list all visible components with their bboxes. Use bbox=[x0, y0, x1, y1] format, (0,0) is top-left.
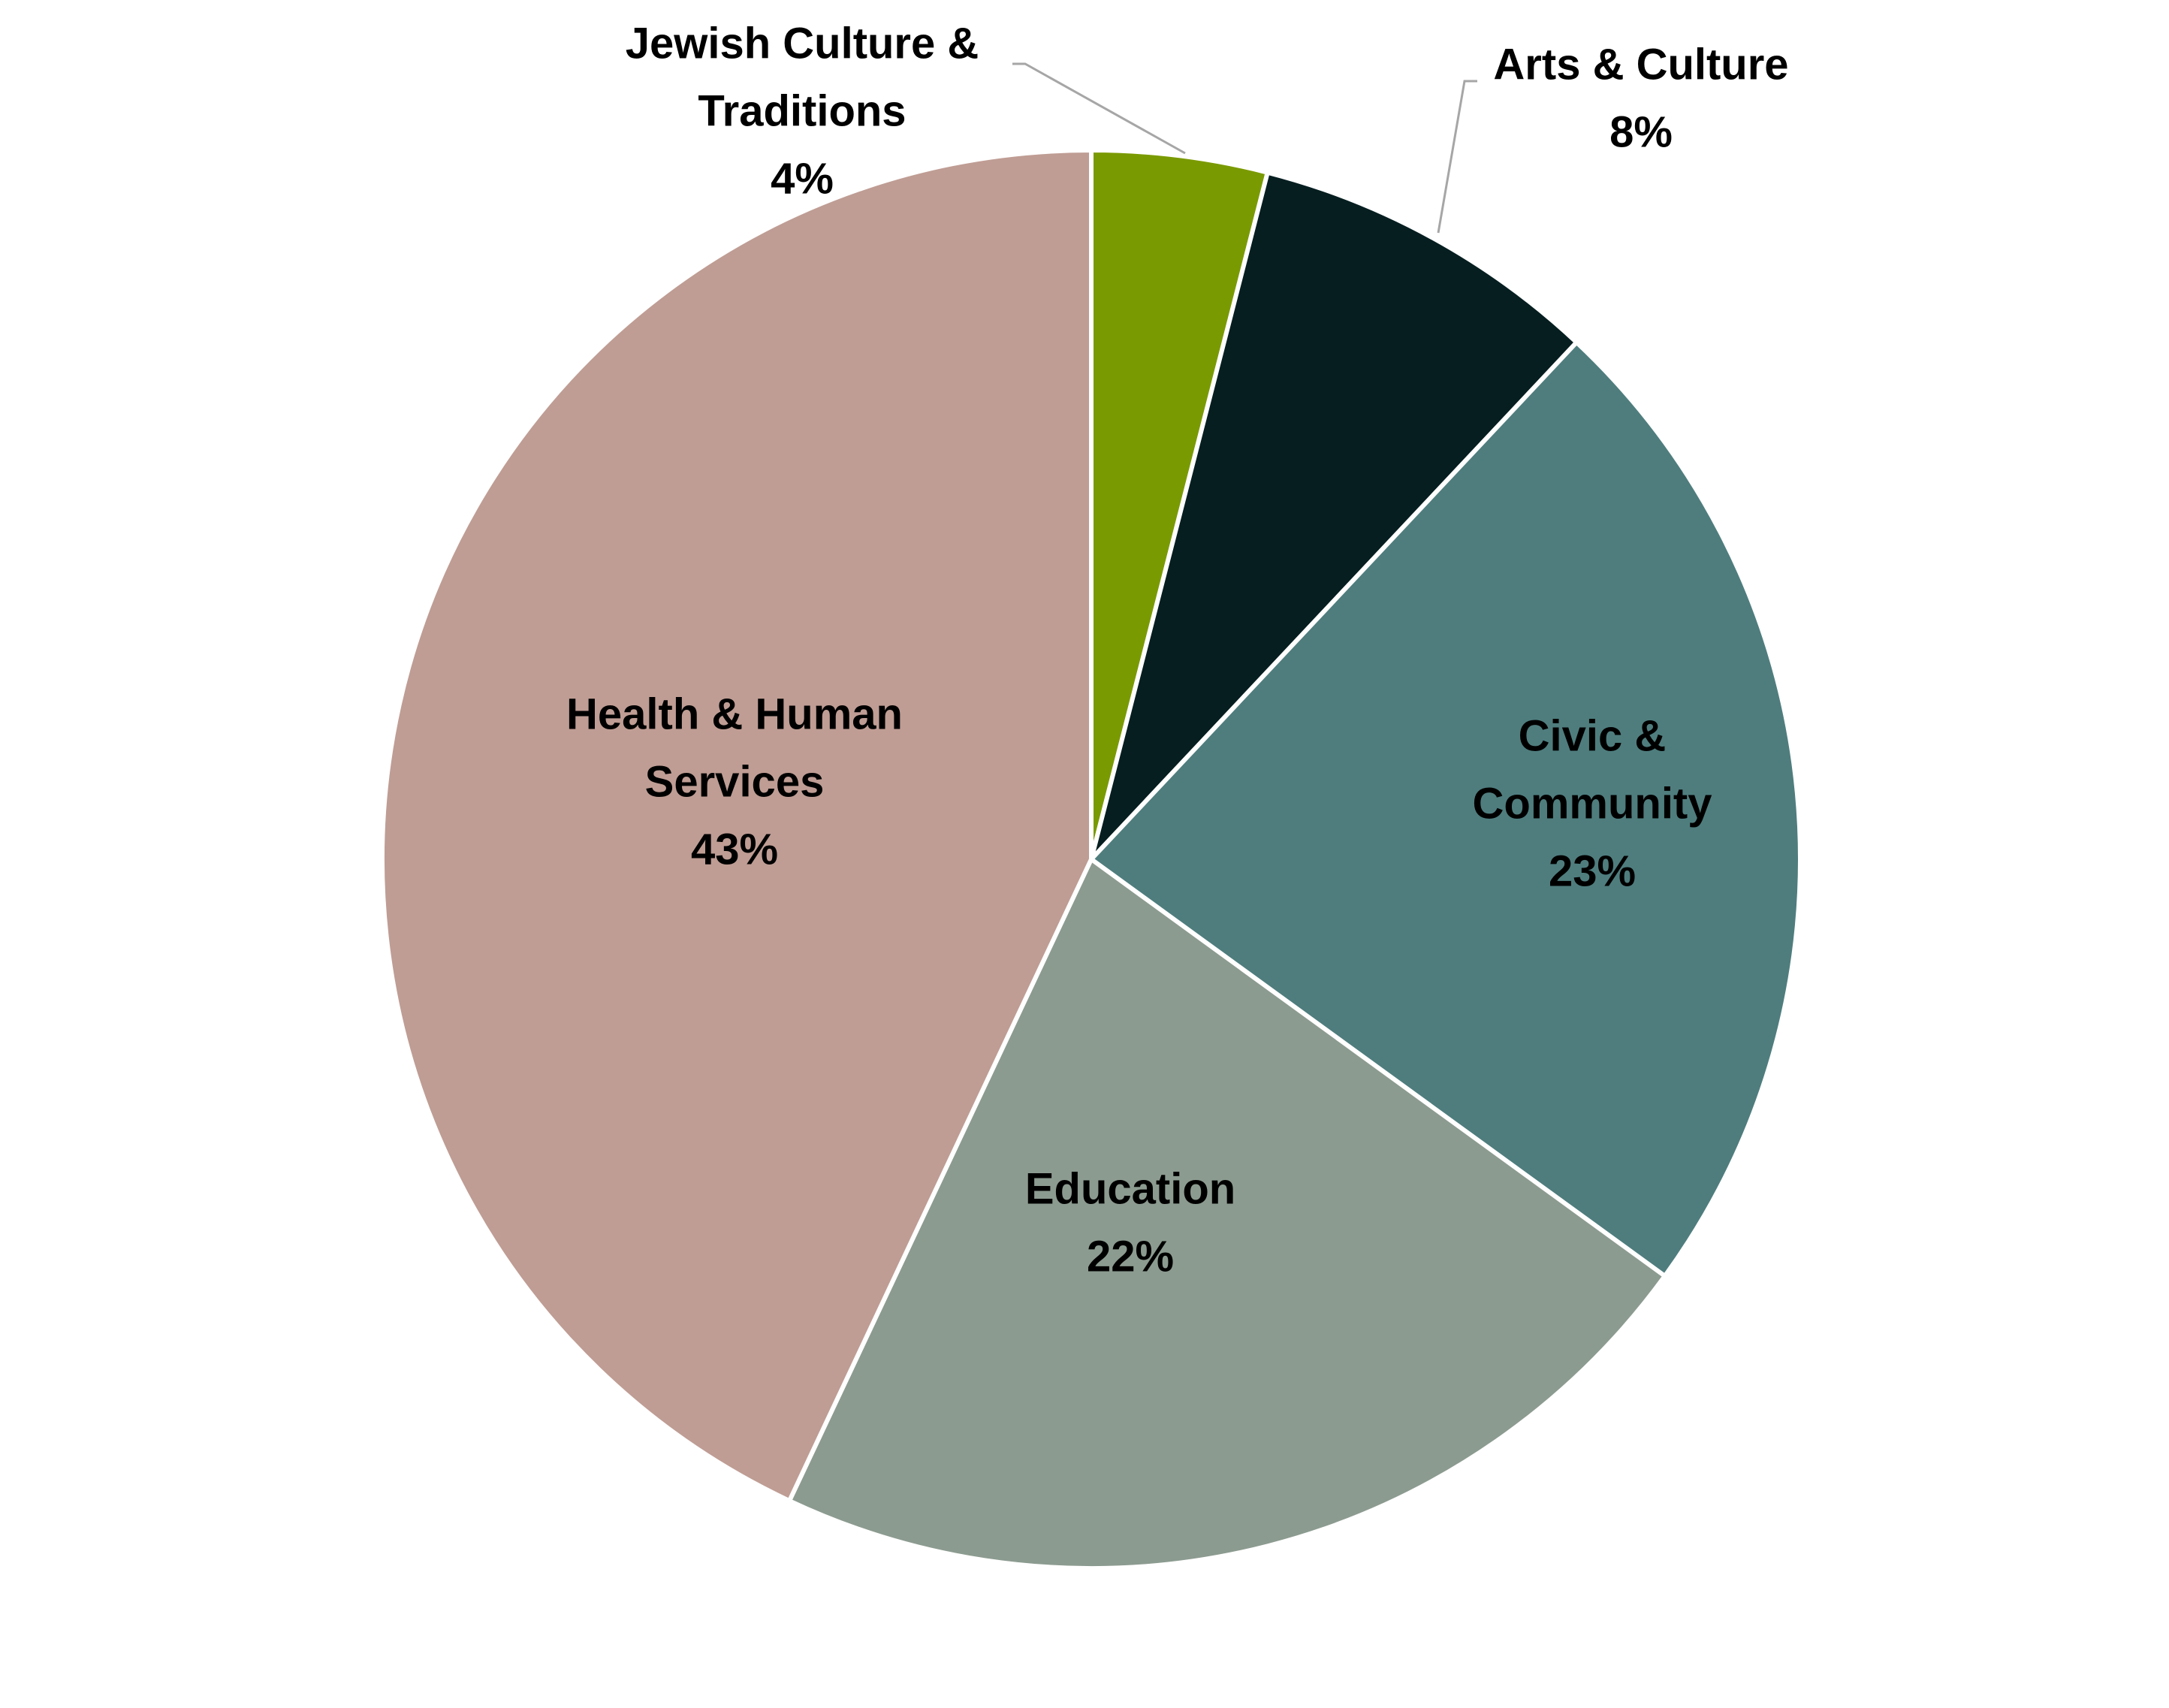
slice-label-jewish-culture-and-traditions: Jewish Culture & Traditions 4% bbox=[626, 19, 979, 203]
pie-slice-civic-and-community bbox=[1089, 339, 1802, 1278]
slice-category-label: Jewish Culture & bbox=[626, 19, 979, 68]
slice-category-label: Health & Human bbox=[566, 690, 903, 738]
slices-layer bbox=[379, 148, 1802, 1571]
slice-label-arts-and-culture: Arts & Culture 8% bbox=[1493, 40, 1788, 156]
slice-category-label: Traditions bbox=[698, 86, 906, 135]
slice-value-label: 23% bbox=[1549, 846, 1636, 895]
slice-value-label: 8% bbox=[1609, 107, 1673, 156]
pie-slice-arts-and-culture bbox=[1089, 170, 1579, 862]
slice-category-label: Education bbox=[1025, 1164, 1235, 1213]
slice-value-label: 4% bbox=[771, 154, 834, 203]
leader-line-jewish-culture-and-traditions bbox=[1012, 62, 1186, 155]
slice-label-civic-and-community: Civic & Community 23% bbox=[1473, 711, 1712, 895]
slice-category-label: Civic & bbox=[1519, 711, 1667, 760]
slice-value-label: 43% bbox=[691, 825, 778, 874]
slice-category-label: Community bbox=[1473, 779, 1712, 828]
leader-lines-layer bbox=[1012, 62, 1477, 234]
slice-label-education: Education 22% bbox=[1025, 1164, 1235, 1281]
slice-label-health-and-human-services: Health & Human Services 43% bbox=[566, 690, 903, 874]
pie-slice-health-and-human-services bbox=[379, 148, 1094, 1504]
labels-layer: Jewish Culture & Traditions 4% Arts & Cultu… bbox=[566, 19, 1789, 1281]
leader-line-arts-and-culture bbox=[1437, 80, 1477, 234]
slice-value-label: 22% bbox=[1087, 1232, 1174, 1281]
slice-category-label: Services bbox=[645, 757, 825, 806]
slice-category-label: Arts & Culture bbox=[1493, 40, 1788, 89]
